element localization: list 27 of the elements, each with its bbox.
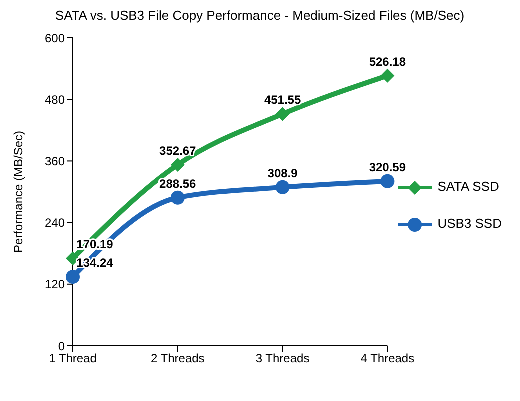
data-label: 308.9 — [268, 166, 298, 180]
y-axis-title: Performance (MB/Sec) — [11, 130, 26, 254]
y-tick-label: 240 — [44, 216, 66, 230]
point — [170, 158, 185, 172]
x-tick-label: 1 Thread — [49, 352, 97, 366]
point — [380, 68, 395, 83]
chart-title: SATA vs. USB3 File Copy Performance - Medium-Sized Files (MB/Sec) — [54, 8, 466, 25]
point — [276, 180, 290, 194]
data-label: 526.18 — [369, 54, 406, 69]
y-tick-label: 0 — [58, 339, 66, 354]
point — [66, 270, 80, 284]
data-label: 352.67 — [160, 144, 197, 158]
y-tick-label: 360 — [44, 154, 66, 168]
y-tick-label: 480 — [44, 92, 66, 107]
data-label: 451.55 — [264, 93, 302, 108]
data-label: 288.56 — [160, 176, 197, 191]
point — [170, 190, 185, 205]
point — [276, 107, 290, 122]
x-tick-label: 3 Threads — [256, 352, 310, 366]
data-label: 320.59 — [369, 160, 406, 174]
point — [380, 174, 395, 188]
legend-label: USB3 SSD — [436, 216, 502, 233]
y-tick-label: 600 — [44, 31, 66, 46]
x-tick-label: 4 Threads — [360, 352, 415, 366]
x-tick-label: 2 Threads — [150, 352, 205, 366]
y-tick-label: 120 — [44, 278, 66, 292]
legend-label: SATA SSD — [436, 179, 500, 196]
